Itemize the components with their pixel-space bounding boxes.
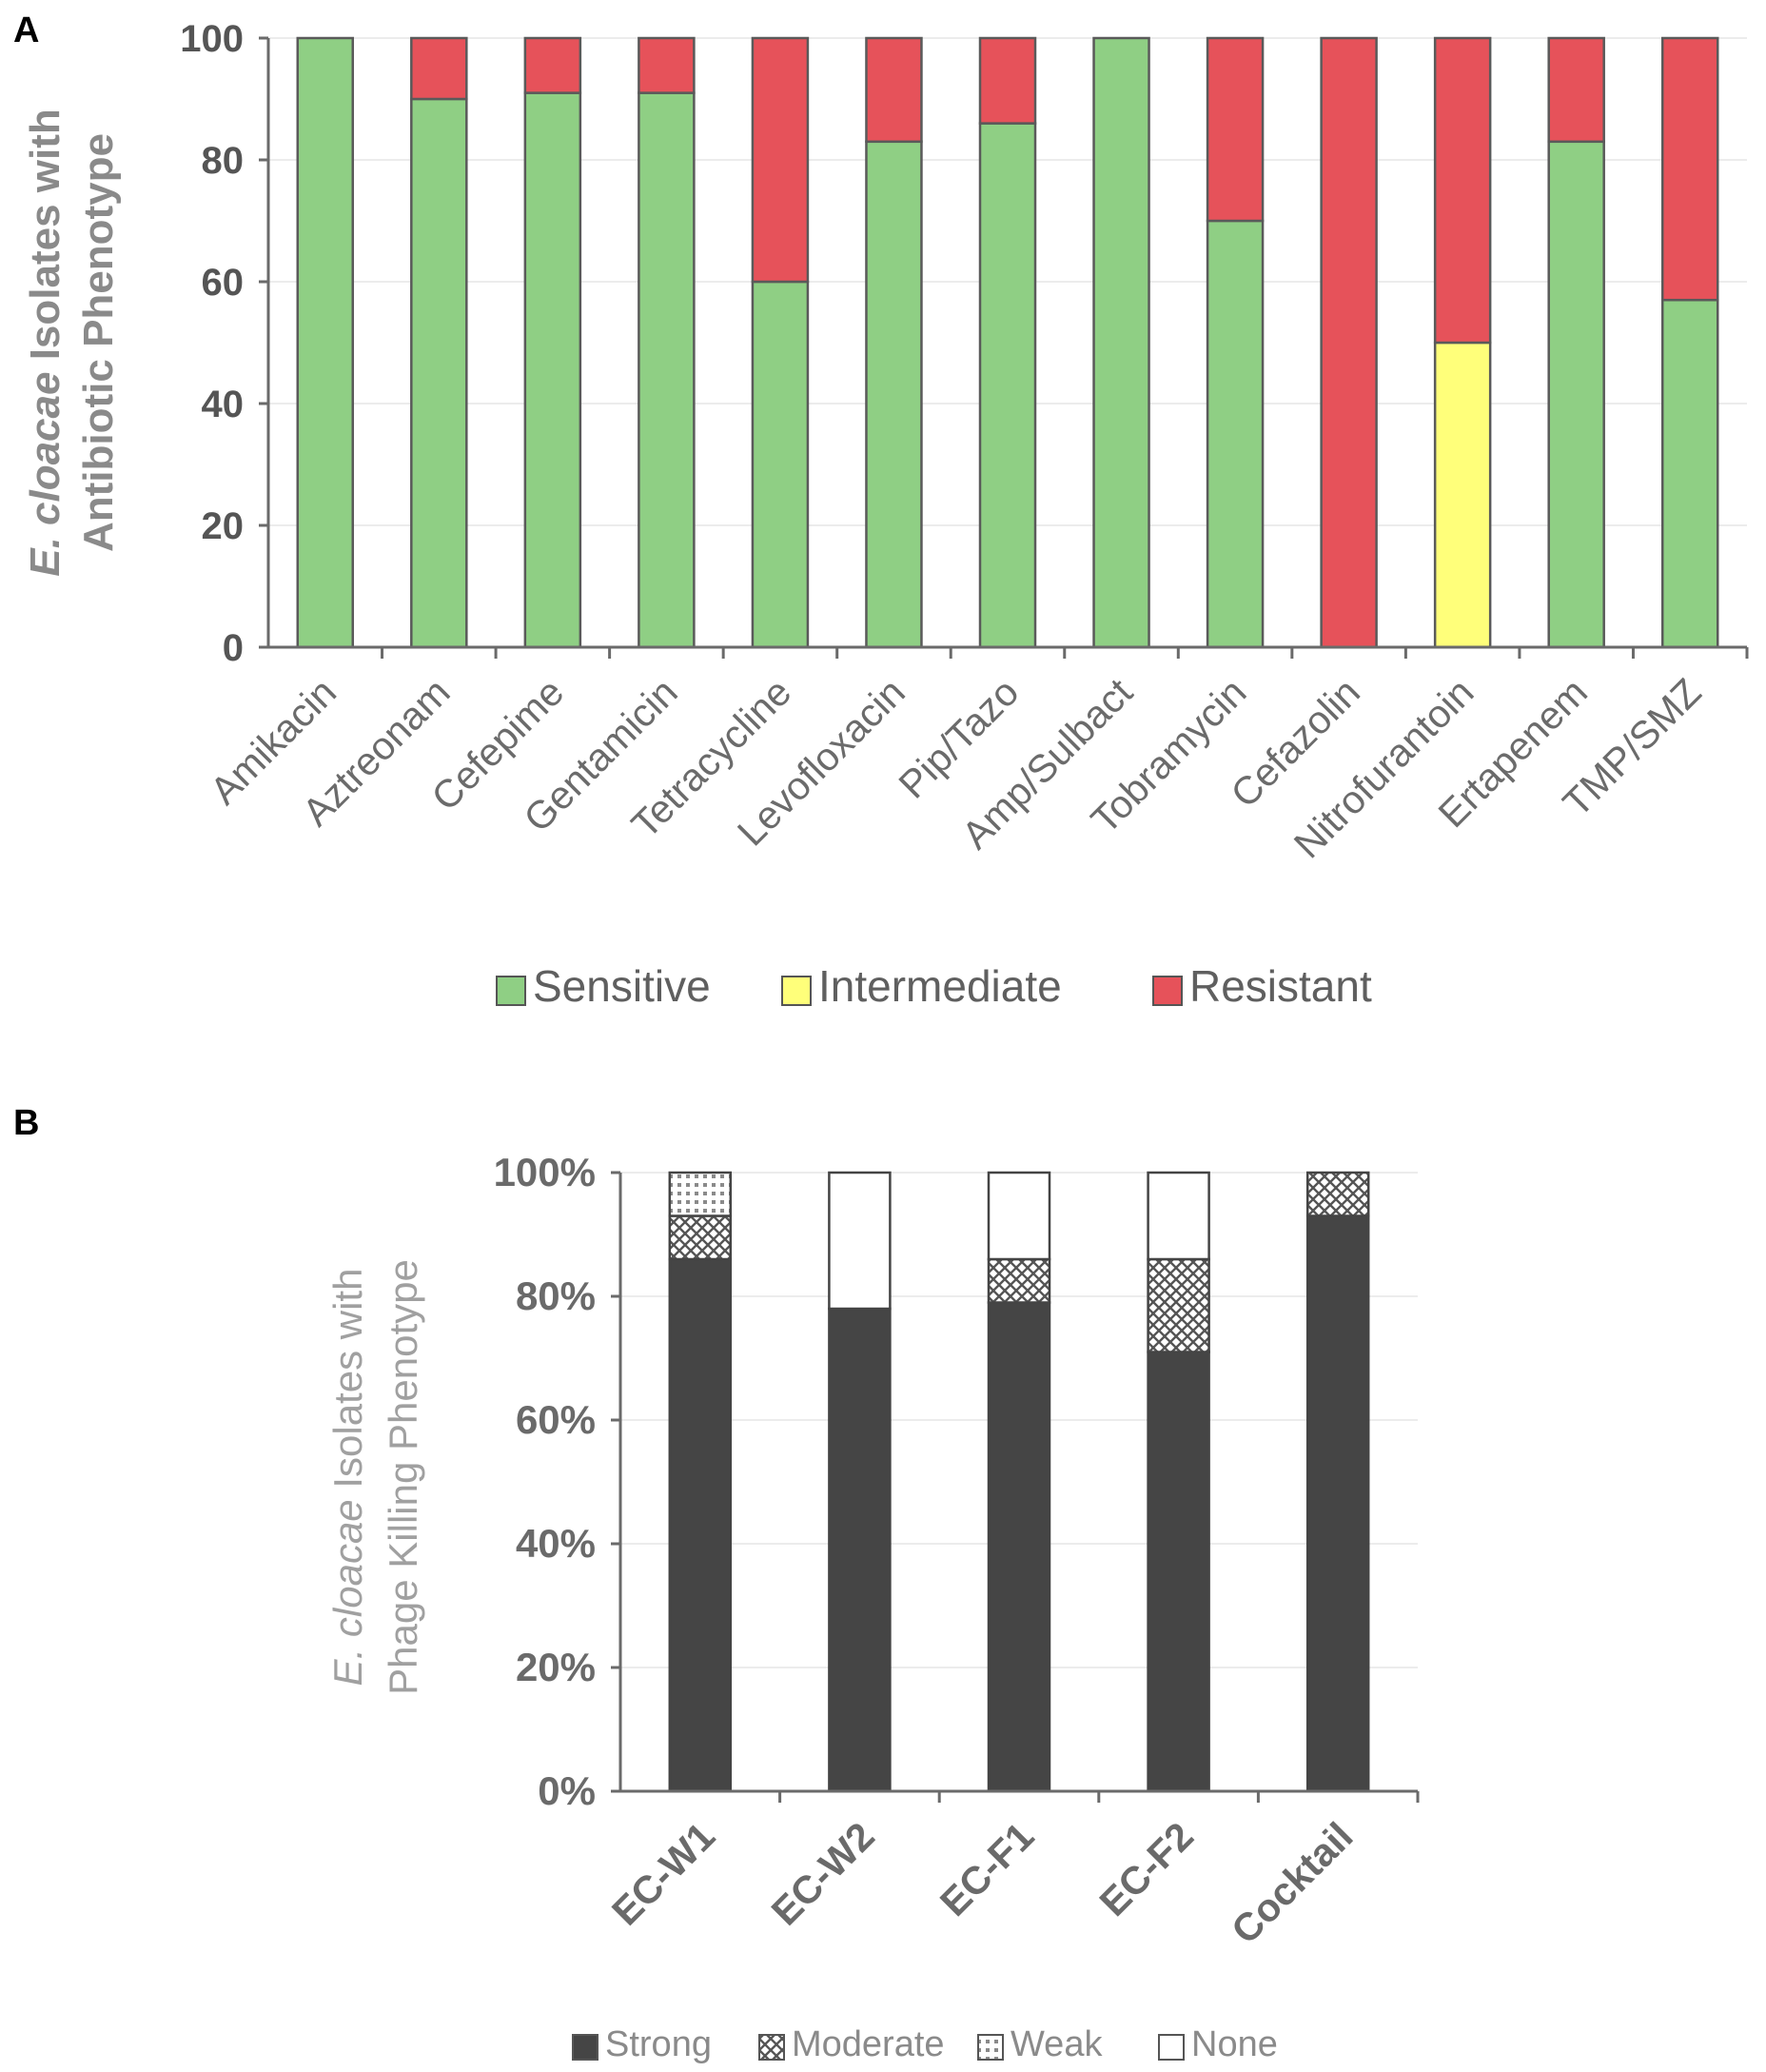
legend-swatch-none (1158, 2034, 1185, 2061)
y-axis-label-b: E. cloacae Isolates with (325, 1269, 370, 1687)
bar-tobramycin-resistant (1206, 36, 1265, 223)
legend-label-strong: Strong (605, 2024, 712, 2064)
bar-cocktail-moderate (1305, 1171, 1370, 1217)
bar-ec-w1-weak (668, 1171, 733, 1217)
panel-b: B 0% 20% 40% 60% 80% 100% EC-W1 EC-W2 EC-F1 EC-F… (13, 1103, 1420, 2064)
bar-ec-f1-strong (987, 1301, 1051, 1793)
y-tick-label-a: 40 (202, 384, 245, 425)
bars-b (668, 1171, 1370, 1793)
bar-ec-f1-none (987, 1171, 1051, 1261)
bar-pip-tazo-resistant (978, 36, 1037, 125)
bar-levofloxacin-sensitive (865, 140, 923, 649)
legend-a: Sensitive Intermediate Resistant (496, 961, 1372, 1011)
bar-cocktail-strong (1305, 1214, 1370, 1793)
bar-nitrofurantoin-resistant (1433, 36, 1492, 345)
panel-a: A 0 20 40 60 80 100 AmikacinAztreonamCefepime… (13, 10, 1749, 1011)
y-tick-label-a: 60 (202, 262, 245, 304)
bar-tmp-smz-resistant (1660, 36, 1719, 302)
x-category-label-ec-w2: EC-W2 (763, 1814, 883, 1934)
y-tick-label-a: 100 (180, 18, 244, 60)
legend-label-weak: Weak (1011, 2024, 1103, 2064)
bar-tetracycline-resistant (751, 36, 810, 284)
legend-label-none: None (1191, 2024, 1278, 2064)
legend-swatch-sensitive (496, 976, 526, 1006)
y-ticks-b: 0% 20% 40% 60% 80% 100% (494, 1150, 620, 1813)
y-tick-label-b: 80% (516, 1273, 596, 1318)
bar-ec-f2-strong (1147, 1351, 1210, 1793)
y-ticks-a: 0 20 40 60 80 100 (180, 18, 268, 669)
bar-gentamicin-sensitive (638, 91, 696, 649)
bar-ertapenem-resistant (1547, 36, 1605, 144)
bar-gentamicin-resistant (638, 36, 696, 94)
y-tick-label-b: 20% (516, 1645, 596, 1689)
y-label-a-rest: Isolates with (22, 109, 69, 371)
bar-pip-tazo-sensitive (978, 122, 1037, 649)
x-category-label-ec-f1: EC-F1 (932, 1814, 1042, 1924)
legend-label-sensitive: Sensitive (533, 961, 711, 1011)
legend-swatch-intermediate (781, 976, 812, 1006)
legend-label-intermediate: Intermediate (818, 961, 1062, 1011)
y-tick-label-b: 100% (494, 1150, 596, 1194)
legend-swatch-strong (572, 2034, 598, 2061)
x-category-label-ec-w1: EC-W1 (603, 1814, 723, 1934)
bar-ec-w2-none (828, 1171, 892, 1311)
bar-cefazolin-resistant (1320, 36, 1378, 649)
bar-ec-f1-moderate (987, 1257, 1051, 1304)
panel-letter-b: B (13, 1103, 39, 1143)
bar-ec-w1-strong (668, 1257, 733, 1793)
legend-label-resistant: Resistant (1189, 961, 1372, 1011)
bar-aztreonam-resistant (410, 36, 468, 101)
bar-ertapenem-sensitive (1547, 140, 1605, 649)
bar-amp-sulbact-sensitive (1092, 36, 1150, 649)
bar-aztreonam-sensitive (410, 97, 468, 649)
bar-nitrofurantoin-intermediate (1433, 341, 1492, 649)
legend-swatch-weak (977, 2034, 1004, 2061)
bar-levofloxacin-resistant (865, 36, 923, 144)
bar-tmp-smz-sensitive (1660, 298, 1719, 649)
bar-ec-w1-moderate (668, 1214, 733, 1261)
legend-swatch-resistant (1152, 976, 1183, 1006)
y-tick-label-a: 20 (202, 505, 245, 547)
y-label-a-italic: E. cloacae (22, 372, 69, 577)
x-ticks-b: EC-W1 EC-W2 EC-F1 EC-F2 Cocktail (603, 1791, 1420, 1952)
y-axis-label-b-line2: Phage Killing Phenotype (381, 1259, 425, 1695)
legend-b: Strong Moderate Weak None (572, 2024, 1278, 2064)
x-ticks-a: AmikacinAztreonamCefepimeGentamicinTetra… (202, 647, 1749, 866)
legend-label-moderate: Moderate (792, 2024, 945, 2064)
bar-ec-f2-none (1147, 1171, 1210, 1261)
bar-tobramycin-sensitive (1206, 219, 1265, 649)
bar-cefepime-sensitive (523, 91, 582, 649)
y-axis-label-a: E. cloacae Isolates with (22, 109, 69, 577)
y-label-b-rest: Isolates with (325, 1269, 370, 1500)
x-category-label-cocktail: Cocktail (1223, 1814, 1361, 1952)
x-category-label-ec-f2: EC-F2 (1091, 1814, 1202, 1924)
bar-amikacin-sensitive (296, 36, 355, 649)
panel-letter-a: A (13, 10, 39, 50)
y-tick-label-b: 40% (516, 1521, 596, 1566)
bar-cefepime-resistant (523, 36, 582, 94)
y-tick-label-a: 80 (202, 140, 245, 182)
y-tick-label-b: 60% (516, 1397, 596, 1442)
y-label-b-italic: E. cloacae (325, 1499, 370, 1686)
bars-a (296, 36, 1719, 649)
y-tick-label-a: 0 (223, 627, 244, 669)
legend-swatch-moderate (758, 2034, 785, 2061)
bar-ec-f2-moderate (1147, 1257, 1210, 1353)
y-axis-label-a-line2: Antibiotic Phenotype (75, 133, 122, 552)
y-tick-label-b: 0% (538, 1768, 596, 1813)
bar-tetracycline-sensitive (751, 280, 810, 649)
bar-ec-w2-strong (828, 1307, 892, 1793)
